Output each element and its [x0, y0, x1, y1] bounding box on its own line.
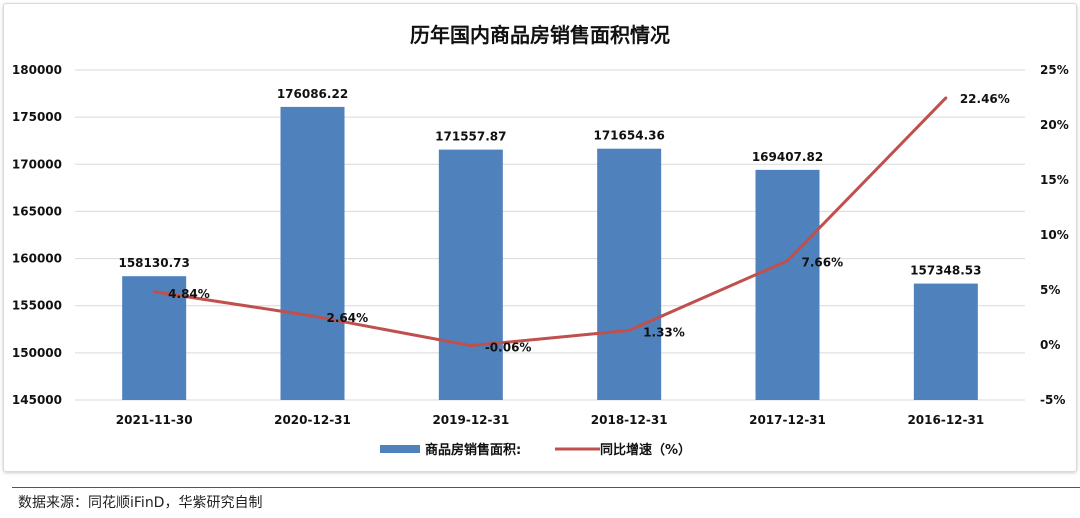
right-tick-label: -5%	[1040, 393, 1065, 407]
bar-label: 169407.82	[752, 150, 823, 164]
right-tick-label: 20%	[1040, 118, 1069, 132]
combo-chart: 历年国内商品房销售面积情况 145000 150000 155000 160000 16…	[12, 23, 1069, 458]
bar-label: 171654.36	[593, 129, 664, 143]
bar	[597, 148, 662, 400]
growth-line	[153, 96, 947, 348]
line-point	[469, 344, 473, 348]
left-tick-label: 180000	[12, 63, 62, 77]
line-point	[311, 314, 314, 318]
left-tick-label: 150000	[12, 346, 62, 360]
chart-frame	[3, 3, 1077, 472]
right-tick-label: 15%	[1040, 173, 1069, 187]
left-tick-label: 170000	[12, 157, 62, 171]
left-tick-label: 160000	[12, 252, 62, 266]
line-point	[944, 96, 948, 100]
line-label: 4.84%	[168, 287, 210, 301]
line-label: 7.66%	[802, 256, 844, 270]
legend-bar-label: 商品房销售面积:	[425, 442, 521, 458]
x-tick-label: 2019-12-31	[432, 413, 509, 427]
x-tick-label: 2020-12-31	[274, 413, 351, 427]
bar-label: 157348.53	[910, 264, 981, 278]
bar	[755, 169, 820, 400]
bar	[913, 283, 978, 400]
bar-label: 158130.73	[118, 256, 189, 270]
footer-divider	[12, 487, 1080, 488]
source-note: 数据来源：同花顺iFinD，华紫研究自制	[18, 495, 263, 511]
x-tick-label: 2016-12-31	[907, 413, 984, 427]
line-label: 2.64%	[327, 311, 369, 325]
x-tick-label: 2018-12-31	[591, 413, 668, 427]
x-tick-label: 2017-12-31	[749, 413, 826, 427]
line-label: -0.06%	[485, 341, 532, 355]
bar	[280, 106, 345, 400]
left-tick-label: 155000	[12, 299, 62, 313]
right-tick-label: 10%	[1040, 228, 1069, 242]
line-point	[786, 259, 789, 263]
line-point	[152, 290, 156, 294]
legend-line-label: 同比增速（%）	[600, 442, 691, 458]
bar	[438, 149, 503, 400]
line-label: 22.46%	[960, 92, 1010, 106]
right-tick-label: 0%	[1040, 338, 1060, 352]
x-tick-label: 2021-11-30	[116, 413, 193, 427]
chart-title: 历年国内商品房销售面积情况	[410, 23, 670, 47]
bar-label: 171557.87	[435, 130, 506, 144]
left-tick-label: 165000	[12, 204, 62, 218]
bar	[122, 276, 187, 400]
legend-bar-swatch	[380, 445, 420, 453]
line-label: 1.33%	[643, 325, 685, 339]
right-tick-label: 5%	[1040, 283, 1060, 297]
left-tick-label: 175000	[12, 110, 62, 124]
line-point	[627, 328, 631, 332]
left-tick-label: 145000	[12, 393, 62, 407]
bar-label: 176086.22	[277, 87, 348, 101]
right-tick-label: 25%	[1040, 63, 1069, 77]
